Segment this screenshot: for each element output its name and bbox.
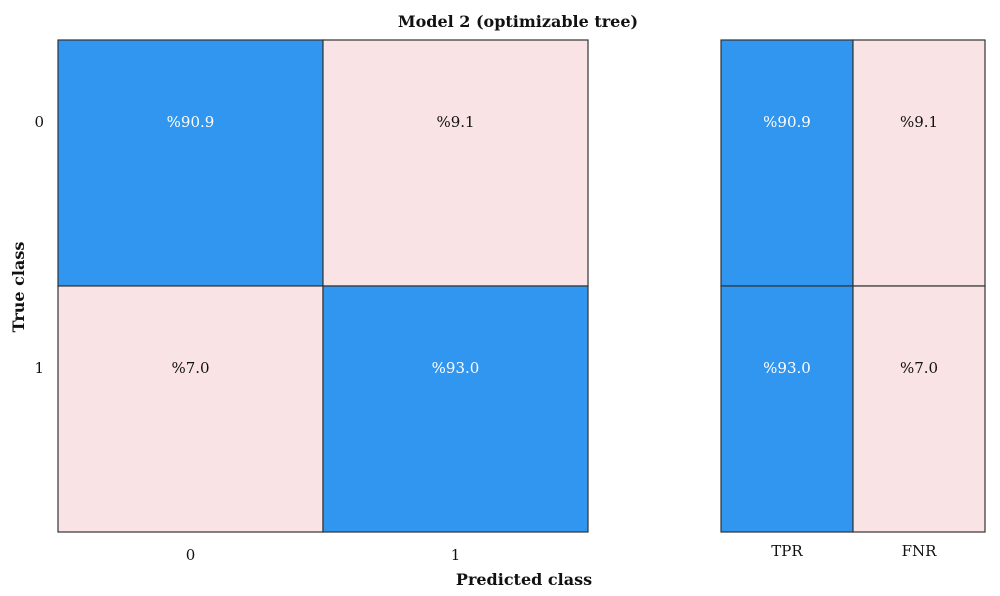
matrix-cell-r0-c1 <box>322 39 589 287</box>
matrix-cell-r1-c1 <box>322 285 589 533</box>
rate-cell-label-r0-c1: %9.1 <box>900 113 938 131</box>
matrix-cell-label-r0-c0: %90.9 <box>167 113 215 131</box>
confusion-matrix: %90.9 %9.1 %7.0 %93.0 0 1 0 1 <box>34 39 589 564</box>
matrix-cell-r1-c0 <box>57 285 324 533</box>
rate-cell-r1-c1 <box>852 285 986 533</box>
y-tick-label-1: 1 <box>34 359 44 377</box>
rate-cell-r0-c1 <box>852 39 986 287</box>
rate-cell-r1-c0 <box>720 285 854 533</box>
rate-cell-label-r0-c0: %90.9 <box>763 113 811 131</box>
matrix-cell-r0-c0 <box>57 39 324 287</box>
rate-column-label-tpr: TPR <box>771 542 803 560</box>
matrix-cell-label-r1-c1: %93.0 <box>432 359 480 377</box>
x-tick-label-1: 1 <box>451 546 461 564</box>
chart-title: Model 2 (optimizable tree) <box>398 12 638 31</box>
y-axis-label: True class <box>9 242 28 333</box>
matrix-cell-label-r0-c1: %9.1 <box>436 113 474 131</box>
rate-matrix: %90.9 %9.1 %93.0 %7.0 TPR FNR <box>720 39 986 560</box>
rate-cell-label-r1-c0: %93.0 <box>763 359 811 377</box>
rate-cell-r0-c0 <box>720 39 854 287</box>
rate-column-label-fnr: FNR <box>902 542 938 560</box>
matrix-cell-label-r1-c0: %7.0 <box>171 359 209 377</box>
y-tick-label-0: 0 <box>34 113 44 131</box>
x-tick-label-0: 0 <box>186 546 196 564</box>
x-axis-label: Predicted class <box>456 570 592 589</box>
rate-cell-label-r1-c1: %7.0 <box>900 359 938 377</box>
